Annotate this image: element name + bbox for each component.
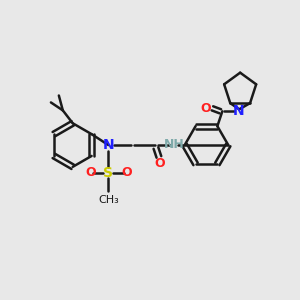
Text: N: N [103, 138, 114, 152]
Text: O: O [154, 158, 165, 170]
Text: O: O [200, 102, 211, 115]
Text: O: O [85, 166, 96, 179]
Text: N: N [232, 104, 244, 118]
Text: CH₃: CH₃ [98, 195, 119, 205]
Text: NH: NH [164, 138, 184, 151]
Text: S: S [103, 166, 113, 180]
Text: O: O [121, 166, 131, 179]
